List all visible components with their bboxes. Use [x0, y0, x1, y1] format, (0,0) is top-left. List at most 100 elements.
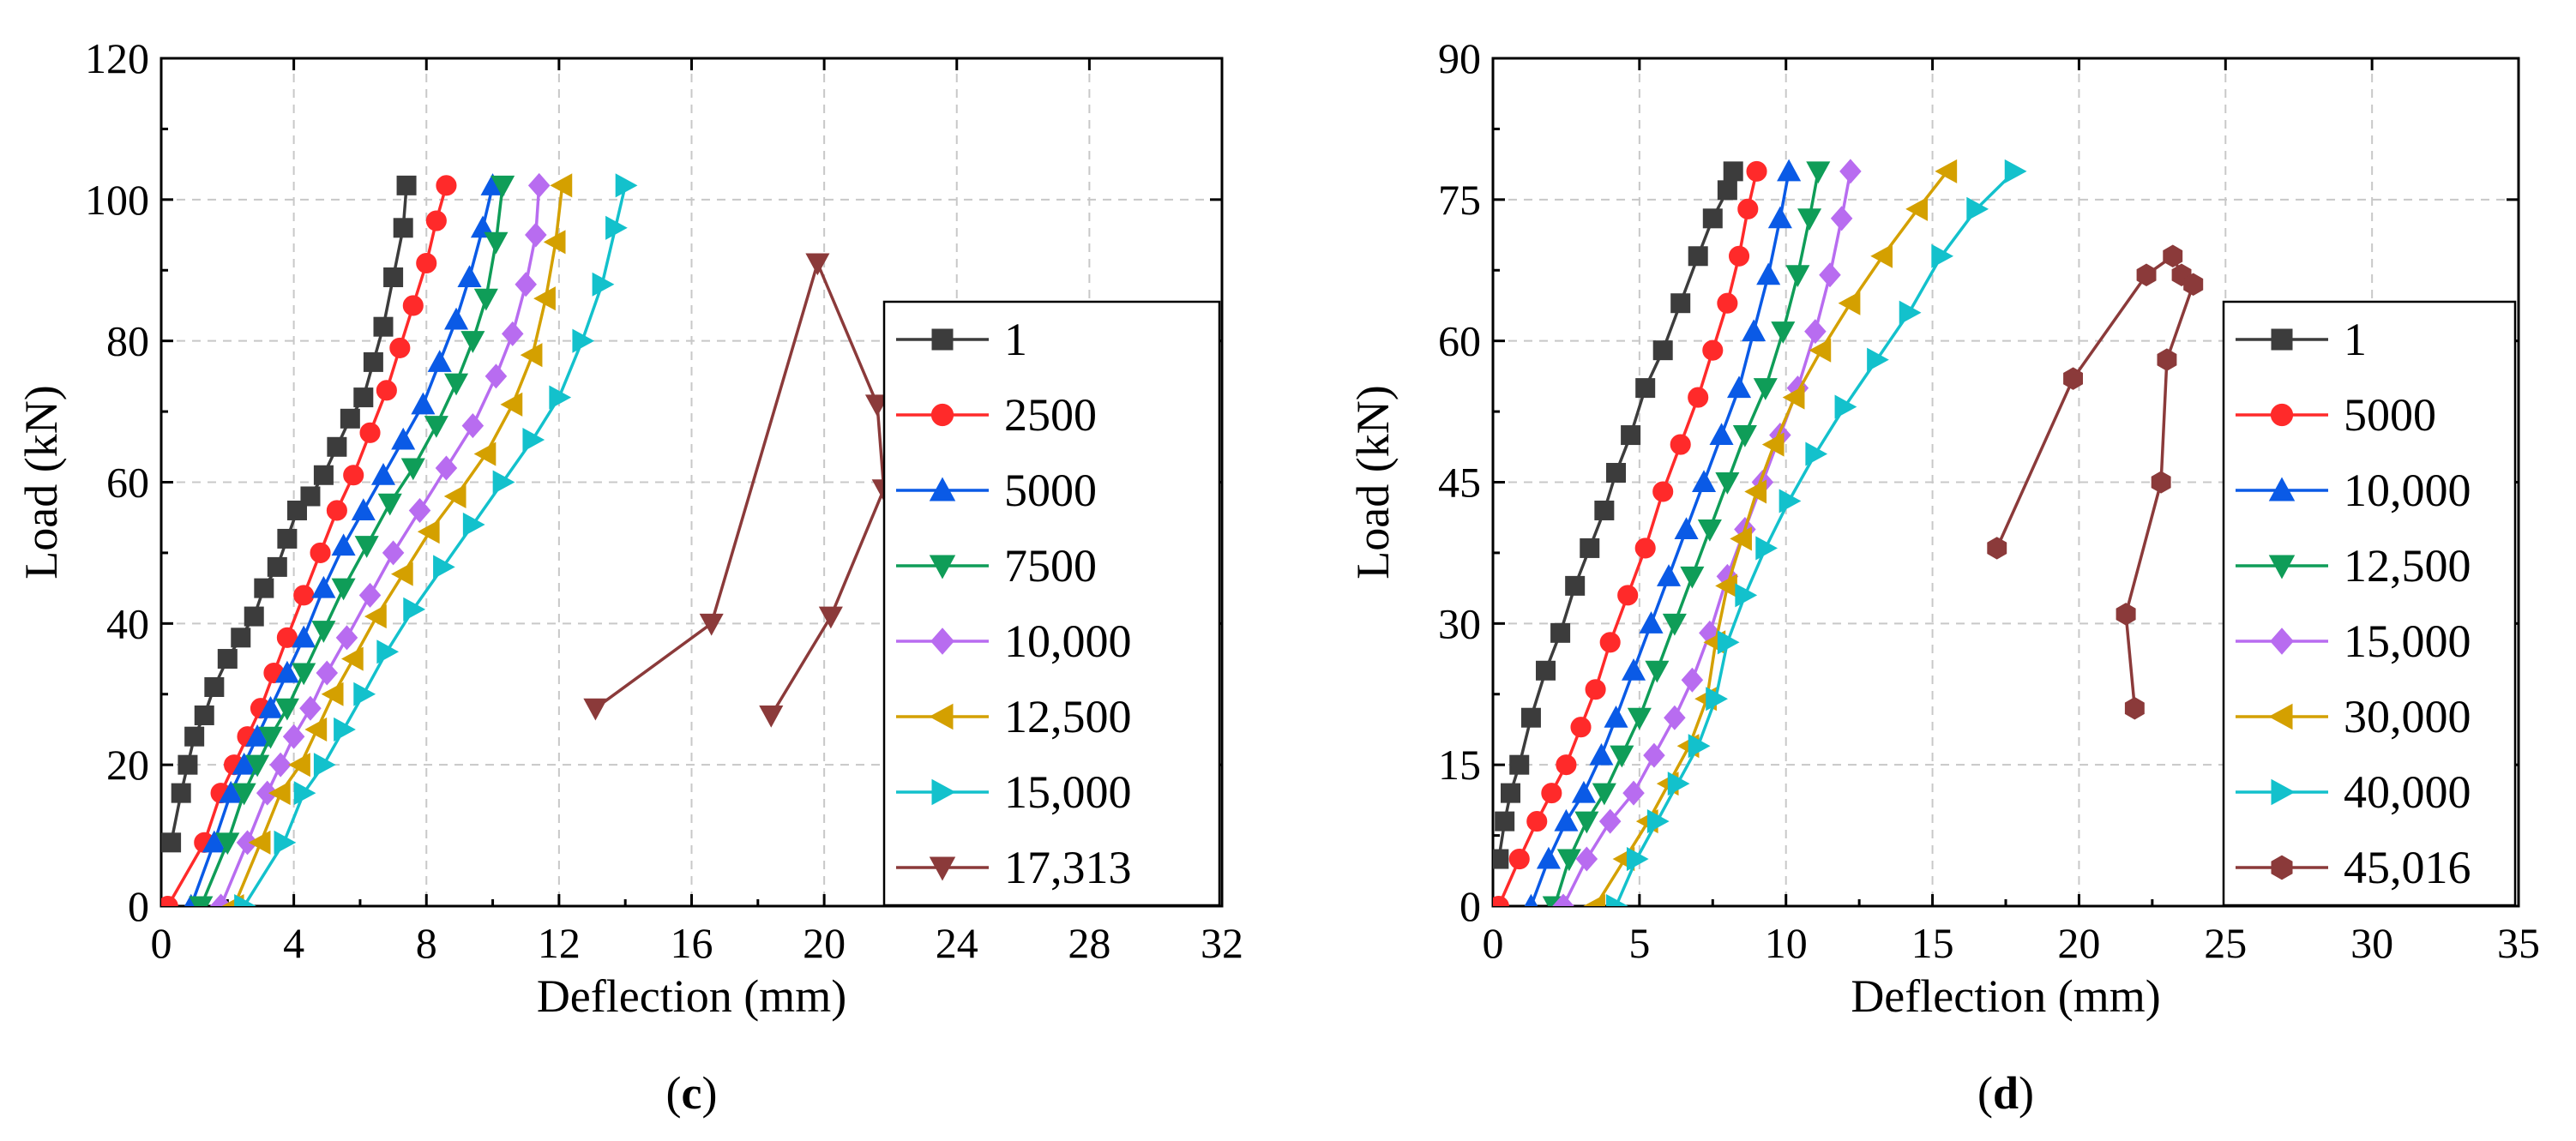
y-tick-label: 0 — [1460, 882, 1481, 930]
data-point — [1509, 754, 1530, 775]
panel-label-paren: ) — [701, 1067, 717, 1119]
data-point — [417, 519, 440, 544]
data-point — [1652, 340, 1673, 361]
data-point — [1662, 613, 1687, 636]
data-point — [549, 385, 572, 410]
legend-label: 17,313 — [1004, 842, 1132, 893]
data-point — [1674, 517, 1699, 539]
data-point — [244, 606, 264, 627]
legend-item: 17,313 — [896, 842, 1132, 893]
data-point — [293, 585, 315, 606]
data-point — [1905, 196, 1928, 221]
data-point — [1728, 245, 1750, 267]
data-point — [1556, 849, 1581, 872]
data-point — [1715, 472, 1740, 495]
data-point — [316, 660, 339, 686]
data-point — [1670, 293, 1691, 314]
legend-item: 7500 — [896, 540, 1097, 592]
data-point — [393, 218, 413, 238]
data-point — [1571, 780, 1596, 803]
data-point — [258, 726, 283, 749]
data-point — [1656, 564, 1682, 586]
x-tick-label: 0 — [151, 919, 172, 967]
data-point — [1565, 575, 1586, 596]
data-point — [2116, 603, 2136, 626]
data-point — [274, 830, 297, 855]
data-point — [583, 698, 608, 721]
panel-label-paren: ) — [2019, 1067, 2034, 1119]
legend-label: 10,000 — [1004, 616, 1132, 667]
legend-marker — [929, 856, 956, 881]
series-3 — [184, 173, 505, 906]
data-point — [615, 173, 638, 198]
data-point — [1610, 745, 1634, 768]
data-point — [2151, 471, 2171, 494]
data-point — [1931, 243, 1954, 268]
data-point — [699, 613, 724, 636]
data-point — [217, 649, 238, 670]
panel-label-letter: d — [1993, 1067, 2019, 1119]
legend-label: 2500 — [1004, 389, 1097, 441]
data-point — [363, 351, 383, 372]
data-point — [1536, 660, 1556, 681]
data-point — [1838, 291, 1861, 315]
data-point — [2163, 244, 2183, 267]
data-point — [1670, 434, 1691, 455]
data-point — [1495, 811, 1515, 832]
data-point — [427, 350, 452, 372]
series-8 — [583, 253, 896, 728]
y-tick-label: 90 — [1438, 34, 1481, 82]
data-point — [572, 328, 595, 353]
data-point — [527, 172, 551, 198]
data-point — [533, 286, 556, 311]
data-point — [443, 483, 466, 509]
data-point — [377, 493, 402, 516]
series-1 — [161, 175, 417, 853]
data-point — [1819, 262, 1841, 288]
data-point — [522, 428, 545, 453]
legend-marker — [2268, 703, 2293, 730]
data-point — [436, 175, 457, 196]
data-point — [1493, 849, 1509, 869]
data-point — [292, 663, 316, 686]
data-point — [245, 724, 270, 747]
data-point — [500, 392, 523, 417]
data-point — [236, 830, 259, 856]
data-point — [1867, 347, 1889, 372]
x-axis: 0 4 8 12 16 20 24 28 32 — [151, 58, 1243, 967]
data-point — [1585, 679, 1606, 700]
data-point — [304, 717, 328, 742]
legend-marker — [2271, 328, 2293, 351]
data-point — [1709, 423, 1734, 446]
data-point — [525, 222, 547, 248]
x-tick-label: 8 — [416, 919, 437, 967]
data-point — [473, 288, 498, 311]
data-point — [1987, 537, 2007, 560]
data-point — [256, 780, 279, 806]
data-point — [373, 316, 394, 337]
data-point — [435, 455, 458, 481]
data-point — [416, 252, 437, 274]
data-point — [310, 542, 331, 563]
x-tick-label: 24 — [936, 919, 978, 967]
data-point — [1935, 159, 1958, 183]
y-axis-title: Load (kN) — [15, 385, 67, 579]
data-point — [215, 832, 240, 856]
data-point — [461, 413, 485, 439]
data-point — [1681, 667, 1704, 693]
legend-label: 10,000 — [2344, 465, 2471, 516]
data-point — [1779, 489, 1802, 513]
series-1 — [1493, 161, 1743, 869]
legend-item: 1 — [2236, 314, 2367, 365]
y-axis-title: Load (kN) — [1347, 385, 1399, 579]
y-tick-label: 120 — [85, 34, 149, 82]
data-point — [268, 781, 291, 806]
data-point — [1797, 208, 1822, 231]
data-point — [353, 387, 374, 408]
data-point — [161, 832, 182, 853]
data-point — [1583, 893, 1606, 906]
data-point — [1639, 611, 1664, 634]
data-point — [161, 895, 178, 906]
data-point — [1805, 441, 1828, 466]
